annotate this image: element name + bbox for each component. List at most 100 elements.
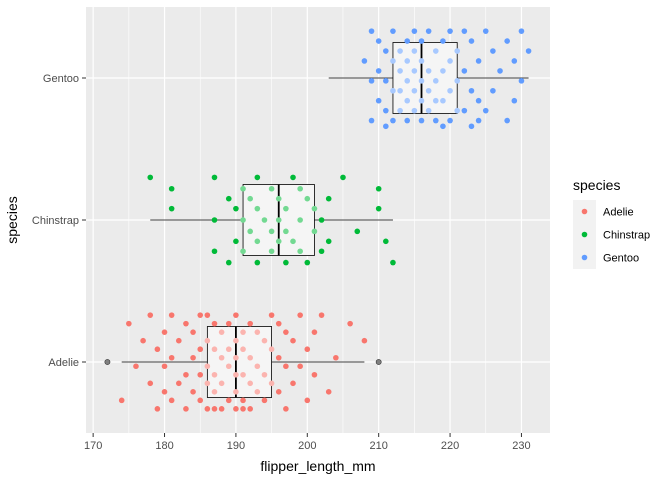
data-point [482, 107, 489, 114]
data-point [254, 329, 261, 335]
data-point [432, 117, 439, 124]
data-point [411, 68, 418, 74]
box-gentoo [392, 42, 458, 114]
data-point [311, 329, 318, 335]
data-point [275, 217, 282, 223]
data-point [254, 259, 261, 266]
data-point [418, 38, 425, 44]
data-point [447, 87, 453, 94]
data-point [311, 371, 318, 378]
x-tick-label: 170 [84, 440, 102, 452]
data-point [147, 174, 154, 181]
data-point [225, 195, 232, 202]
legend-swatch-gentoo [581, 254, 588, 261]
data-point [268, 312, 275, 318]
data-point [432, 97, 439, 104]
data-point [233, 406, 239, 412]
data-point [383, 123, 389, 130]
data-point [197, 371, 204, 378]
data-point [290, 380, 296, 387]
x-tick-label: 220 [441, 440, 459, 452]
data-point [240, 371, 246, 378]
data-point [168, 397, 175, 404]
data-point [368, 78, 375, 84]
data-point [240, 329, 246, 335]
data-point [504, 38, 510, 44]
data-point [247, 354, 253, 361]
data-point [268, 346, 275, 353]
data-point [397, 68, 403, 74]
data-point [418, 78, 425, 84]
data-point [518, 78, 525, 84]
data-point [283, 259, 289, 266]
data-point [161, 389, 168, 395]
data-point [354, 228, 361, 235]
data-point [247, 228, 253, 235]
legend-label: Gentoo [603, 253, 639, 265]
data-point [475, 117, 482, 124]
data-point [311, 205, 318, 212]
data-point [126, 320, 132, 327]
data-point [475, 58, 482, 64]
data-point [432, 78, 439, 84]
data-point [275, 389, 282, 395]
data-point [233, 389, 239, 395]
data-point [218, 329, 225, 335]
data-point [347, 320, 353, 327]
jitter-points [118, 28, 532, 412]
data-point [190, 389, 196, 395]
y-tick-label: Chinstrap [32, 215, 79, 227]
data-point [461, 107, 468, 114]
data-point [361, 337, 368, 344]
data-point [397, 107, 403, 114]
data-point [211, 248, 218, 255]
data-point [432, 48, 439, 54]
y-tick-label: Adelie [48, 357, 79, 369]
data-point [147, 312, 154, 318]
data-point [454, 78, 461, 84]
data-point [375, 205, 382, 212]
data-point [275, 195, 282, 202]
data-point [318, 217, 325, 223]
data-point [240, 346, 246, 353]
data-point [318, 312, 325, 318]
data-point [225, 397, 232, 404]
data-point [275, 354, 282, 361]
data-point [454, 48, 461, 54]
data-point [361, 58, 368, 64]
data-point [390, 87, 396, 94]
data-point [333, 354, 339, 361]
data-point [325, 195, 332, 202]
data-point [418, 117, 425, 124]
data-point [168, 185, 175, 192]
data-point [390, 28, 396, 34]
data-point [211, 389, 218, 395]
data-point [140, 337, 146, 344]
data-point [447, 28, 453, 34]
data-point [204, 312, 211, 318]
data-point [254, 389, 261, 395]
data-point [404, 97, 411, 104]
data-point [218, 406, 225, 412]
data-point [275, 238, 282, 245]
data-point [411, 28, 418, 34]
data-point [197, 397, 204, 404]
data-point [447, 117, 453, 124]
data-point [311, 228, 318, 235]
data-point [254, 205, 261, 212]
data-point [197, 312, 204, 318]
data-point [390, 259, 396, 266]
data-point [304, 259, 311, 266]
data-point [440, 38, 446, 44]
data-point [375, 185, 382, 192]
legend-label: Adelie [603, 207, 634, 219]
data-point [197, 346, 204, 353]
data-point [211, 406, 218, 412]
data-point [211, 371, 218, 378]
data-point [461, 28, 468, 34]
y-axis-title: species [4, 196, 20, 243]
data-point [261, 217, 268, 223]
box-adelie [206, 326, 273, 398]
data-point [233, 354, 239, 361]
data-point [183, 371, 189, 378]
